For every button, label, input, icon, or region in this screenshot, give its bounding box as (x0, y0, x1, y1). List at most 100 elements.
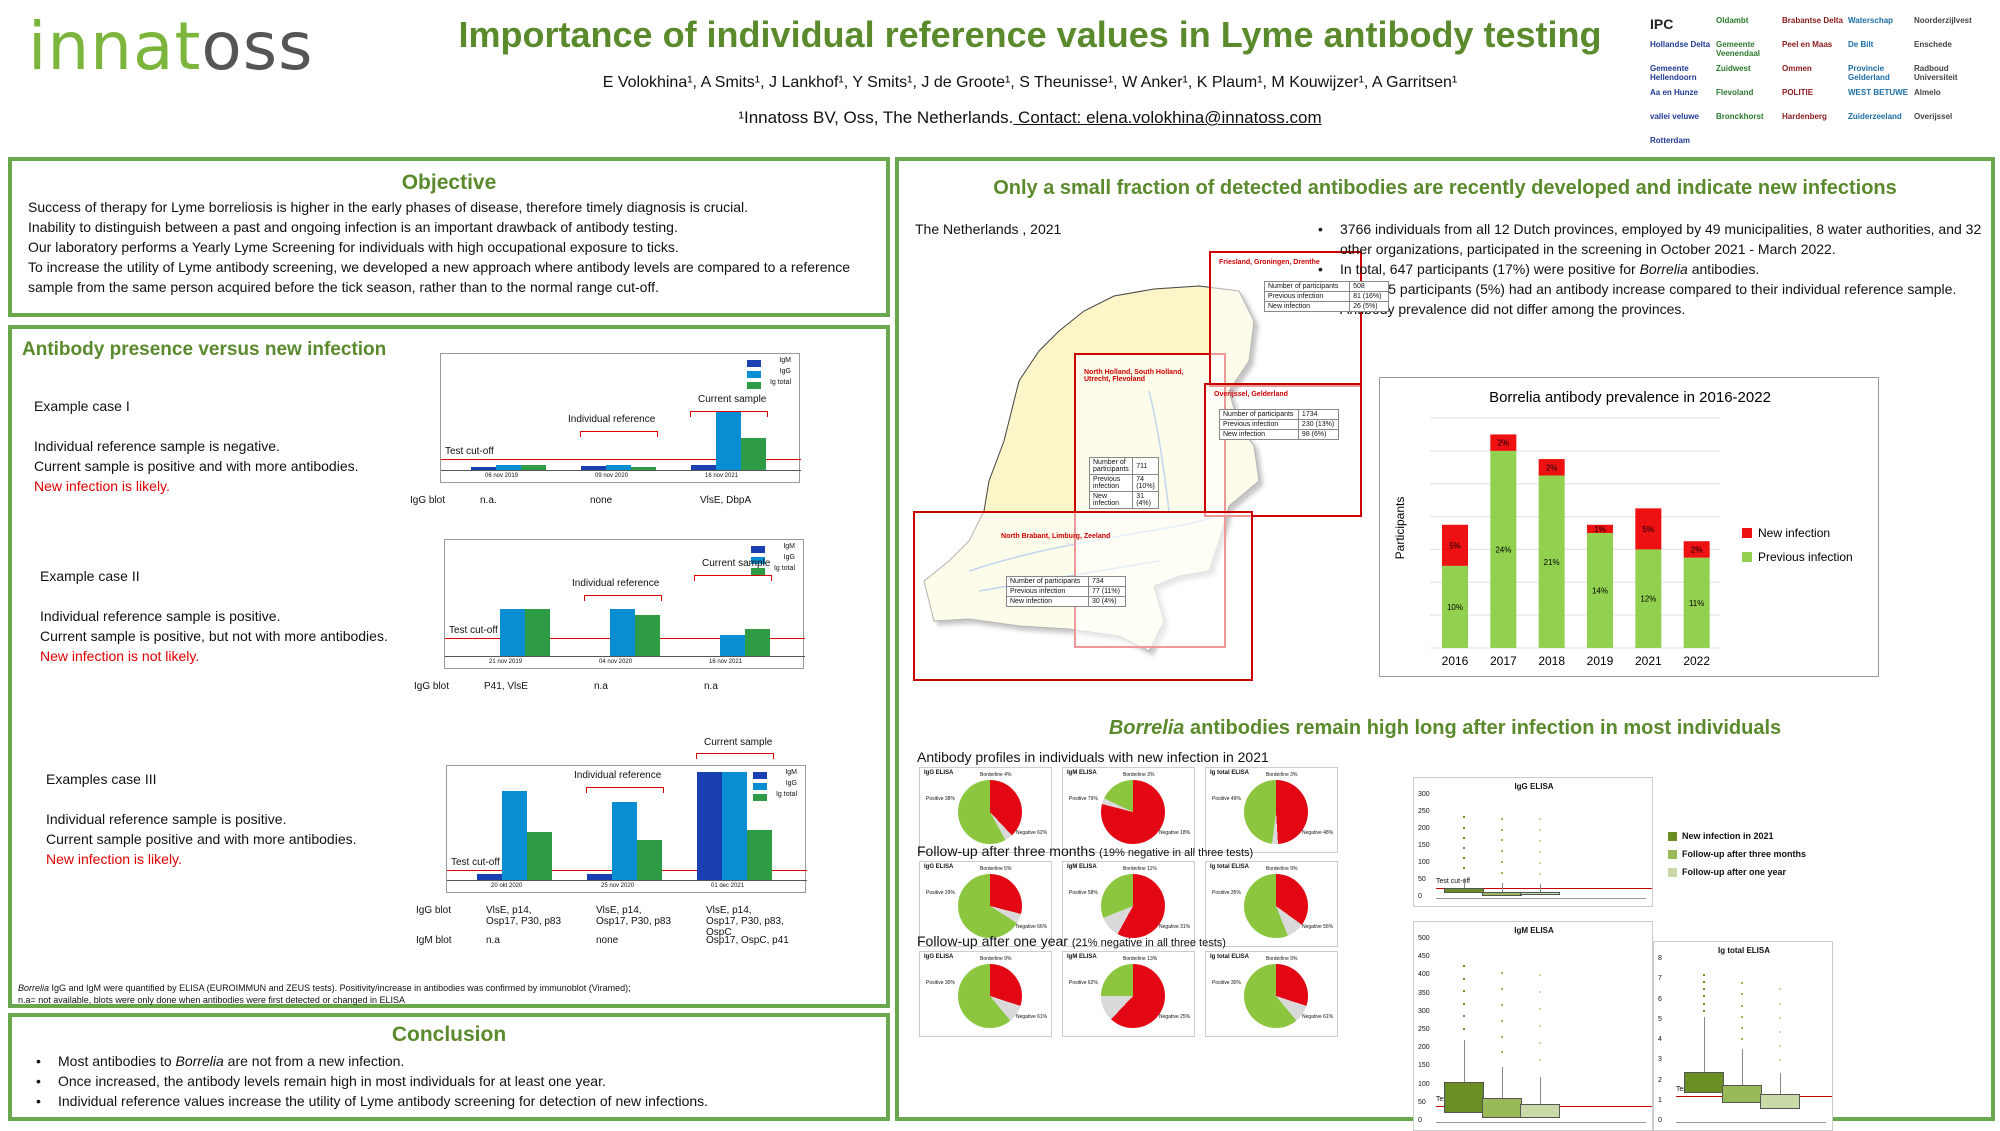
contact-link[interactable]: Contact: elena.volokhina@innatoss.com (1013, 108, 1322, 127)
legend-label: Follow-up after three months (1682, 849, 1807, 859)
y-tick: 150 (1418, 1062, 1430, 1070)
objective-line: Success of therapy for Lyme borreliosis … (28, 199, 749, 215)
partner-logo: Peel en Maas (1782, 40, 1833, 49)
cutoff-label: Test cut-off (449, 624, 498, 636)
igg-blot-value: none (590, 495, 613, 506)
partner-logo: Aa en Hunze (1650, 88, 1699, 97)
legend-swatch (747, 360, 761, 367)
outlier (1463, 965, 1465, 968)
pie-title: Ig total ELISA (1210, 770, 1249, 776)
legend-swatch (753, 794, 767, 801)
outlier (1539, 1059, 1541, 1062)
outlier (1501, 850, 1503, 853)
region-name: Overijssel, Gelderland (1214, 391, 1288, 398)
outlier (1779, 1016, 1781, 1019)
negative-label: Negative 18% (1159, 830, 1191, 836)
case-line: Current sample is positive and with more… (34, 458, 359, 474)
pie-chart-box: IgG ELISA Negative 62% Positive 38% Borderl… (919, 767, 1052, 853)
outlier (1703, 988, 1705, 991)
data-label: 5% (1449, 541, 1461, 550)
table-cell: New infection (1005, 596, 1090, 607)
case-title: Examples case III (46, 771, 157, 787)
igg-blot-value: n.a. (480, 495, 497, 506)
table-cell: Number of participants (1263, 281, 1351, 292)
pie-title: IgM ELISA (1067, 770, 1097, 776)
case-chart: IgM IgG Ig total Test cut-off 20 okt 2020 25 … (446, 765, 807, 893)
row-note: (19% negative in all three tests) (1099, 847, 1254, 859)
table-cell: Number of participants (1005, 576, 1090, 587)
borderline-label: Borderline 3% (1266, 772, 1298, 778)
legend-swatch (1668, 868, 1677, 877)
region-table: Number of participants 1734 Previous infec… (1219, 409, 1340, 440)
box (1760, 1094, 1800, 1110)
case-title: Example case II (40, 568, 140, 584)
box (1684, 1071, 1724, 1093)
y-tick: 6 (1658, 995, 1662, 1003)
outlier (1703, 981, 1705, 984)
map-label: The Netherlands , 2021 (915, 221, 1062, 237)
outlier (1539, 828, 1541, 831)
legend-swatch (1742, 528, 1752, 538)
date-label: 16 nov 2021 (705, 473, 739, 479)
igt-bar (637, 840, 662, 880)
partner-logo: Zuiderzeeland (1848, 112, 1902, 121)
whisker (1502, 882, 1503, 892)
positive-label: Positive 58% (1069, 890, 1098, 896)
pie-title: Ig total ELISA (1210, 954, 1249, 960)
positive-label: Positive 30% (926, 980, 955, 986)
partner-logo: Noorderzijlvest (1914, 16, 1972, 25)
current-label: Current sample (702, 558, 771, 569)
igg-blot-label: IgG blot (416, 905, 452, 916)
igm-bar (477, 873, 502, 880)
y-tick: 7 (1658, 975, 1662, 983)
new-infection-bar (1442, 524, 1468, 566)
igg-blot-value: VlsE, DbpA (700, 495, 752, 506)
igm-bar (691, 464, 716, 470)
region-box (1204, 383, 1362, 517)
pie-chart-box: Ig total ELISA Negative 56% Positive 35% Bo… (1205, 861, 1338, 947)
x-axis (447, 880, 807, 881)
outlier (1501, 861, 1503, 864)
reference-brace (586, 787, 664, 793)
igg-blot-value: VlsE, p14, Osp17, P30, p83, OspC (706, 905, 784, 938)
case-conclusion: New infection is likely. (34, 478, 170, 494)
cutoff-label: Test cut-off (445, 445, 494, 457)
partner-logo: Zuidwest (1716, 64, 1751, 73)
igg-bar (720, 635, 745, 656)
pie-title: IgM ELISA (1067, 954, 1097, 960)
partner-logo: vallei veluwe (1650, 112, 1699, 121)
table-cell: 30 (4%) (1088, 596, 1126, 607)
borderline-label: Borderline 9% (1266, 866, 1298, 872)
borderline-label: Borderline 5% (980, 866, 1012, 872)
y-tick: 450 (1418, 953, 1430, 961)
borderline-label: Borderline 11% (1123, 866, 1157, 872)
outlier (1539, 839, 1541, 842)
y-tick: 250 (1418, 808, 1430, 815)
date-label: 16 nov 2021 (709, 659, 743, 665)
row-note: (21% negative in all three tests) (1071, 937, 1226, 949)
x-axis (1436, 898, 1646, 899)
case-chart: IgM IgG Ig total Test cut-off 06 nov 2019 09 … (440, 353, 801, 483)
persist-title: Borrelia antibodies remain high long aft… (1108, 717, 1782, 739)
outlier (1463, 826, 1465, 829)
outlier (1463, 1002, 1465, 1005)
outlier (1501, 1019, 1503, 1022)
data-label: 1% (1594, 525, 1606, 534)
partner-logo: Overijssel (1914, 112, 1953, 121)
x-tick-label: 2018 (1538, 654, 1565, 668)
outlier (1501, 1035, 1503, 1038)
borderline-label: Borderline 3% (1123, 772, 1155, 778)
antibody-panel: Antibody presence versus new infection B… (8, 325, 890, 1008)
outlier (1463, 1027, 1465, 1030)
date-label: 25 nov 2020 (601, 883, 635, 889)
y-tick: 350 (1418, 989, 1430, 997)
previous-infection-bar (1587, 533, 1613, 648)
igt-bar (631, 466, 656, 470)
table-cell: New infection (1263, 301, 1351, 312)
negative-label: Negative 66% (1016, 924, 1048, 930)
objective-title: Objective (401, 171, 497, 194)
y-tick: 0 (1418, 893, 1422, 900)
igg-bar (722, 772, 747, 880)
legend-label: IgG (783, 554, 795, 561)
pie-shape (958, 874, 1022, 938)
